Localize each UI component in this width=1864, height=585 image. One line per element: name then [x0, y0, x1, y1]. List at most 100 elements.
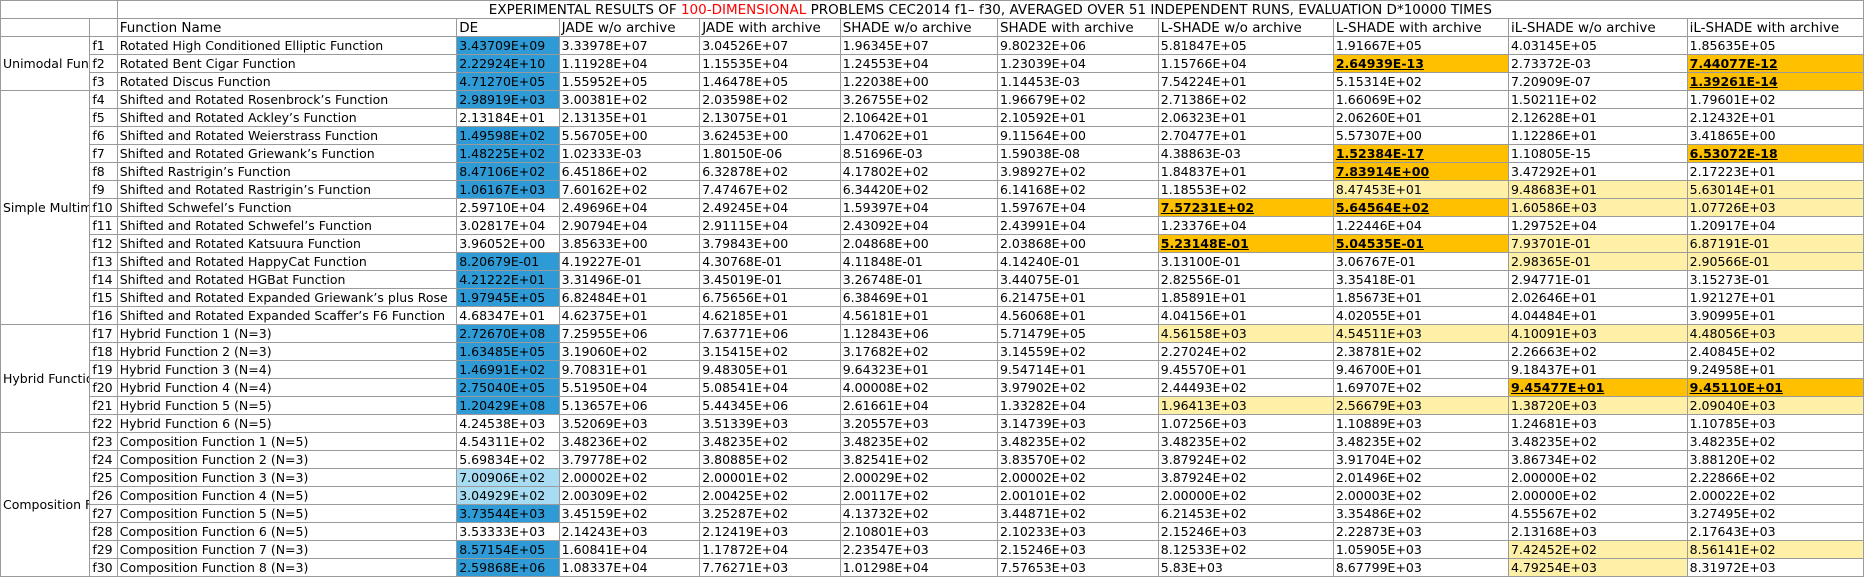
result-cell: 1.50211E+02	[1507, 90, 1688, 109]
function-id: f23	[89, 432, 118, 451]
function-id: f10	[89, 198, 118, 217]
result-cell: 4.21222E+01	[456, 270, 560, 289]
result-cell: 3.33978E+07	[558, 36, 701, 55]
table-row: f7 Shifted and Rotated Griewank’s Functio…	[1, 144, 1864, 163]
result-cell: 3.43709E+09	[456, 36, 560, 55]
header-jade-with-archive: JADE with archive	[699, 18, 841, 37]
result-cell: 6.34420E+02	[839, 180, 998, 199]
result-cell: 4.13732E+02	[839, 504, 998, 523]
result-cell: 7.60162E+02	[558, 180, 701, 199]
result-cell: 3.98927E+02	[996, 162, 1159, 181]
result-cell: 2.03598E+02	[699, 90, 841, 109]
function-id: f25	[89, 468, 118, 487]
result-cell: 1.23039E+04	[996, 54, 1159, 73]
result-cell: 7.63771E+06	[699, 324, 841, 343]
table-row: f25 Composition Function 3 (N=3) 7.00906E+…	[1, 468, 1864, 487]
result-cell: 5.71479E+05	[996, 324, 1159, 343]
result-cell: 3.26748E-01	[839, 270, 998, 289]
result-cell: 3.45159E+02	[558, 504, 701, 523]
function-name: Composition Function 6 (N=5)	[116, 522, 458, 541]
header-lshade-wo-archive: L-SHADE w/o archive	[1157, 18, 1334, 37]
function-id: f1	[89, 36, 118, 55]
result-cell: 2.44493E+02	[1157, 378, 1334, 397]
table-row: f5 Shifted and Rotated Ackley’s Function 2…	[1, 108, 1864, 127]
result-cell: 3.44075E-01	[996, 270, 1159, 289]
function-name: Hybrid Function 4 (N=4)	[116, 378, 458, 397]
function-id: f16	[89, 306, 118, 325]
result-cell: 3.48235E+02	[1332, 432, 1509, 451]
result-cell: 2.12628E+01	[1507, 108, 1688, 127]
table-row: f14 Shifted and Rotated HGBat Function 4.2…	[1, 270, 1864, 289]
function-name: Shifted and Rotated HGBat Function	[116, 270, 458, 289]
result-cell: 2.75040E+05	[456, 378, 560, 397]
table-row: f8 Shifted Rastrigin’s Function 8.47106E+0…	[1, 162, 1864, 181]
function-id: f24	[89, 450, 118, 469]
table-row: f18 Hybrid Function 2 (N=3) 1.63485E+05 3.1…	[1, 342, 1864, 361]
result-cell: 2.59868E+06	[456, 558, 560, 577]
function-id: f6	[89, 126, 118, 145]
result-cell: 1.08337E+04	[558, 558, 701, 577]
result-cell: 2.06260E+01	[1332, 108, 1509, 127]
function-id: f29	[89, 540, 118, 559]
result-cell: 9.11564E+00	[996, 126, 1159, 145]
result-cell: 2.15246E+03	[996, 540, 1159, 559]
result-cell: 3.19060E+02	[558, 342, 701, 361]
result-cell: 6.75656E+01	[699, 288, 841, 307]
result-cell: 1.79601E+02	[1686, 90, 1864, 109]
result-cell: 7.20909E-07	[1507, 72, 1688, 91]
result-cell: 1.97945E+05	[456, 288, 560, 307]
function-name: Hybrid Function 6 (N=5)	[116, 414, 458, 433]
result-cell: 8.47453E+01	[1332, 180, 1509, 199]
result-cell: 2.15246E+03	[1157, 522, 1334, 541]
function-name: Composition Function 3 (N=3)	[116, 468, 458, 487]
result-cell: 5.51950E+04	[558, 378, 701, 397]
result-cell: 3.48235E+02	[699, 432, 841, 451]
table-row: f22 Hybrid Function 6 (N=5) 4.24538E+03 3.5…	[1, 414, 1864, 433]
header-row: Function Name DE JADE w/o archive JADE w…	[0, 18, 1864, 37]
function-id: f4	[89, 90, 118, 109]
result-cell: 2.49696E+04	[558, 198, 701, 217]
function-name: Shifted and Rotated Katsuura Function	[116, 234, 458, 253]
function-name: Shifted and Rotated Expanded Scaffer’s F…	[116, 306, 458, 325]
result-cell: 3.13100E-01	[1157, 252, 1334, 271]
result-cell: 3.25287E+02	[699, 504, 841, 523]
result-cell: 1.38720E+03	[1507, 396, 1688, 415]
result-cell: 3.45019E-01	[699, 270, 841, 289]
result-cell: 5.44345E+06	[699, 396, 841, 415]
result-cell: 4.19227E-01	[558, 252, 701, 271]
function-name: Composition Function 5 (N=5)	[116, 504, 458, 523]
result-cell: 9.64323E+01	[839, 360, 998, 379]
table-row: f10 Shifted Schwefel’s Function 2.59710E+0…	[1, 198, 1864, 217]
result-cell: 1.14453E-03	[996, 72, 1159, 91]
result-cell: 1.39261E-14	[1686, 72, 1864, 91]
function-id: f20	[89, 378, 118, 397]
result-cell: 5.63014E+01	[1686, 180, 1864, 199]
result-cell: 1.63485E+05	[456, 342, 560, 361]
result-cell: 9.80232E+06	[996, 36, 1159, 55]
result-cell: 6.45186E+02	[558, 162, 701, 181]
table-row: f19 Hybrid Function 3 (N=4) 1.46991E+02 9.7…	[1, 360, 1864, 379]
result-cell: 2.98365E-01	[1507, 252, 1688, 271]
result-cell: 1.66069E+02	[1332, 90, 1509, 109]
result-cell: 8.67799E+03	[1332, 558, 1509, 577]
result-cell: 1.46991E+02	[456, 360, 560, 379]
result-cell: 3.91704E+02	[1332, 450, 1509, 469]
function-id: f22	[89, 414, 118, 433]
result-cell: 3.96052E+00	[456, 234, 560, 253]
result-cell: 3.41865E+00	[1686, 126, 1864, 145]
result-cell: 2.10642E+01	[839, 108, 998, 127]
result-cell: 1.11928E+04	[558, 54, 701, 73]
table-row: f6 Shifted and Rotated Weierstrass Functi…	[1, 126, 1864, 145]
function-id: f27	[89, 504, 118, 523]
result-cell: 8.20679E-01	[456, 252, 560, 271]
result-cell: 4.10091E+03	[1507, 324, 1688, 343]
result-cell: 2.70477E+01	[1157, 126, 1334, 145]
result-cell: 4.03145E+05	[1507, 36, 1688, 55]
header-de: DE	[456, 18, 560, 37]
result-cell: 8.31972E+03	[1686, 558, 1864, 577]
result-cell: 4.56158E+03	[1157, 324, 1334, 343]
result-cell: 3.79843E+00	[699, 234, 841, 253]
result-cell: 1.59767E+04	[996, 198, 1159, 217]
header-lshade-with-archive: L-SHADE with archive	[1332, 18, 1509, 37]
